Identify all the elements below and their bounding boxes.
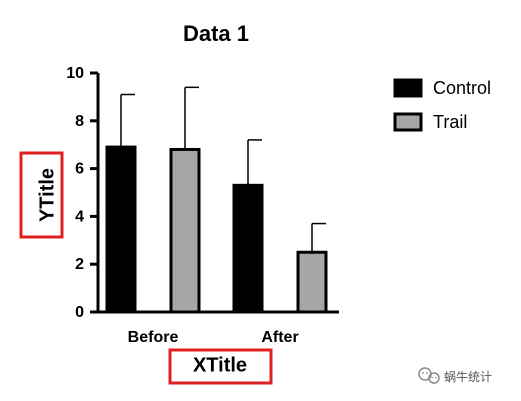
bar-trail-after xyxy=(296,250,328,314)
y-tick-label: 4 xyxy=(75,208,84,225)
y-tick-label: 0 xyxy=(75,304,84,321)
y-tick-label: 8 xyxy=(75,113,84,130)
legend-label-trail: Trail xyxy=(433,112,467,132)
x-tick-label: Before xyxy=(128,329,179,346)
legend: Control Trail xyxy=(393,78,491,132)
chart-title: Data 1 xyxy=(183,21,249,46)
y-tick-label: 2 xyxy=(75,256,84,273)
legend-swatch-control xyxy=(393,78,423,98)
x-tick-label: After xyxy=(261,329,298,346)
bar-trail-before xyxy=(169,147,201,314)
wechat-icon xyxy=(418,367,440,384)
watermark: 蜗牛统计 xyxy=(418,367,492,384)
legend-swatch-trail xyxy=(393,112,423,132)
ytitle-highlight-box xyxy=(19,151,64,239)
axes-layer: 0 2 4 6 8 10 Before After xyxy=(66,65,339,346)
y-tick-label: 6 xyxy=(75,161,84,178)
bar-control-before xyxy=(105,145,137,314)
y-axis-title: YTitle xyxy=(36,168,58,222)
watermark-text: 蜗牛统计 xyxy=(444,369,492,384)
xtitle-highlight-box xyxy=(168,348,273,385)
bar-control-after xyxy=(232,183,264,314)
legend-label-control: Control xyxy=(433,78,491,98)
y-tick-label: 10 xyxy=(66,65,84,82)
x-axis-title: XTitle xyxy=(193,354,247,376)
bars-layer xyxy=(105,86,328,314)
